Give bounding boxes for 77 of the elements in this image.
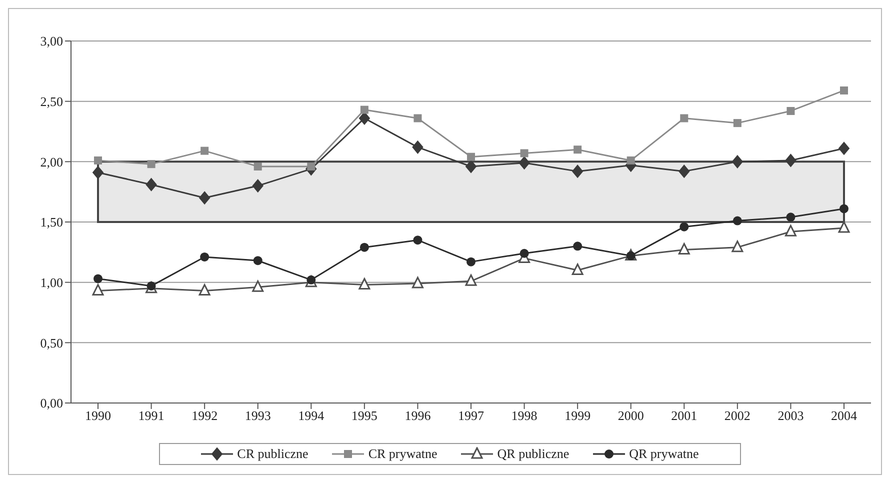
x-tick-label: 2003: [778, 408, 804, 424]
point: [92, 166, 104, 180]
point: [678, 243, 690, 255]
point: [358, 112, 370, 125]
point: [520, 248, 529, 258]
legend-label: CR publiczne: [237, 446, 308, 462]
x-tick-label: 1991: [138, 408, 164, 424]
x-tick-label: 2004: [831, 408, 858, 424]
point: [414, 114, 422, 122]
point: [254, 162, 262, 170]
point: [572, 264, 584, 276]
point: [466, 160, 476, 173]
point: [412, 276, 424, 288]
point: [199, 191, 210, 204]
point: [732, 216, 742, 226]
x-tick-label: 1995: [351, 408, 378, 424]
x-tick-label: 1997: [458, 408, 484, 424]
point: [92, 284, 104, 296]
point: [838, 142, 850, 155]
point: [307, 162, 316, 170]
point: [360, 242, 369, 252]
point: [94, 274, 102, 284]
point: [733, 119, 742, 128]
point: [146, 178, 157, 192]
x-tick-label: 1992: [192, 408, 218, 424]
y-tick-label: 3,00: [40, 34, 63, 49]
point: [466, 257, 476, 266]
point: [465, 274, 477, 286]
point: [200, 252, 210, 262]
x-tick-label: 1999: [564, 408, 591, 424]
point: [574, 146, 582, 154]
point: [413, 236, 422, 245]
y-tick-label: 2,50: [40, 94, 63, 109]
legend-label: CR prywatne: [368, 446, 438, 462]
y-tick-label: 0,00: [40, 396, 63, 411]
point: [573, 242, 582, 251]
point: [358, 278, 370, 290]
x-tick-label: 2002: [724, 408, 750, 424]
x-tick-label: 1993: [244, 408, 271, 424]
point: [518, 156, 530, 170]
point: [785, 154, 796, 167]
point: [252, 280, 264, 292]
point: [680, 222, 689, 232]
point: [360, 106, 368, 114]
point: [94, 156, 102, 164]
legend-label: QR publiczne: [497, 446, 570, 462]
point: [520, 149, 528, 158]
point: [786, 106, 795, 115]
y-tick-label: 1,00: [40, 274, 63, 290]
x-tick-label: 1990: [85, 408, 111, 424]
point: [784, 224, 796, 236]
point: [252, 179, 264, 192]
point: [840, 204, 848, 214]
y-tick-label: 0,50: [40, 335, 63, 350]
point: [626, 156, 635, 164]
point: [678, 164, 690, 178]
x-tick-label: 1994: [298, 408, 325, 424]
point: [200, 146, 209, 155]
point: [786, 212, 796, 222]
point: [838, 221, 850, 233]
x-tick-label: 1996: [404, 408, 432, 424]
point: [840, 86, 848, 94]
point: [412, 140, 424, 154]
x-tick-label: 1998: [511, 408, 538, 424]
x-tick-label: 2000: [618, 408, 644, 424]
point: [467, 152, 475, 161]
x-tick-label: 2001: [671, 408, 698, 424]
point: [253, 256, 262, 266]
legend-label: QR prywatne: [629, 446, 699, 462]
point: [732, 240, 744, 252]
y-tick-label: 2,00: [40, 154, 63, 170]
point: [147, 160, 156, 168]
point: [572, 164, 584, 178]
point: [732, 155, 743, 168]
point: [198, 284, 210, 296]
y-tick-label: 1,50: [40, 214, 63, 230]
point: [680, 114, 688, 122]
